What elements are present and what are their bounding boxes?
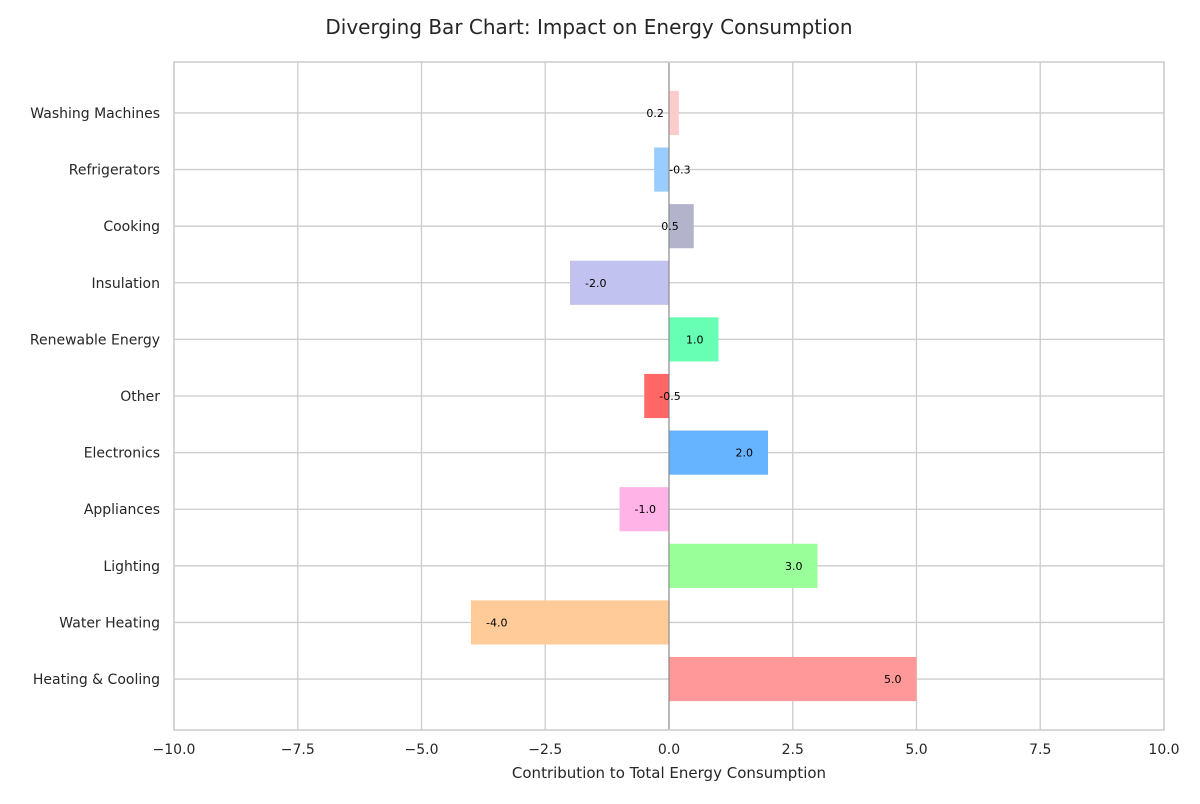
x-axis-label: Contribution to Total Energy Consumption — [512, 764, 826, 782]
bar-value-label: 0.5 — [661, 220, 679, 233]
y-tick-label: Insulation — [92, 276, 160, 292]
x-tick-label: 5.0 — [905, 742, 927, 758]
x-tick-label: −7.5 — [281, 742, 315, 758]
x-tick-label: 10.0 — [1148, 742, 1179, 758]
plot-frame — [173, 61, 1165, 731]
bar-value-label: -1.0 — [635, 503, 656, 516]
x-tick-label: −2.5 — [528, 742, 562, 758]
bar — [471, 600, 669, 645]
y-tick-label: Lighting — [103, 559, 160, 575]
x-tick-labels: −10.0 −7.5 −5.0 −2.5 0.0 2.5 5.0 7.5 10.0 — [153, 742, 1180, 758]
bar-value-label: -0.5 — [659, 390, 680, 403]
bar — [669, 317, 719, 362]
bar — [669, 90, 679, 136]
bar — [654, 147, 669, 192]
y-tick-label: Cooking — [103, 219, 160, 235]
bar-value-label: 1.0 — [686, 333, 704, 346]
y-tick-label: Electronics — [84, 446, 160, 462]
bar — [669, 204, 694, 249]
y-tick-label: Other — [120, 389, 160, 405]
bar-value-label: -0.3 — [669, 164, 690, 177]
y-tick-label: Appliances — [84, 502, 160, 518]
bar — [570, 260, 669, 305]
bar-value-label: 5.0 — [884, 673, 902, 686]
x-tick-label: 0.0 — [658, 742, 680, 758]
y-tick-label: Water Heating — [59, 615, 160, 631]
bars-layer — [471, 90, 917, 702]
y-tick-label: Renewable Energy — [30, 332, 160, 348]
bar-value-label: 3.0 — [785, 560, 803, 573]
chart-title: Diverging Bar Chart: Impact on Energy Co… — [325, 15, 852, 39]
x-tick-label: 2.5 — [782, 742, 804, 758]
y-tick-labels: Heating & Cooling Water Heating Lighting Ap… — [30, 106, 160, 688]
y-tick-label: Washing Machines — [30, 106, 160, 122]
x-tick-label: −10.0 — [153, 742, 196, 758]
bar-value-label: -4.0 — [486, 616, 507, 629]
bar-value-label: 2.0 — [736, 447, 754, 460]
bar-value-label: -2.0 — [585, 277, 606, 290]
x-tick-label: −5.0 — [405, 742, 439, 758]
y-tick-label: Refrigerators — [69, 163, 160, 179]
bar — [669, 543, 818, 588]
bar-value-label: 0.2 — [646, 107, 664, 120]
labels-layer: 5.0 -4.0 3.0 -1.0 2.0 -0.5 1.0 -2.0 0.5 -0.3 0.2 — [486, 107, 902, 686]
bar — [669, 656, 917, 702]
bar — [619, 487, 669, 532]
y-tick-label: Heating & Cooling — [33, 672, 160, 688]
bar — [669, 430, 768, 475]
x-tick-label: 7.5 — [1029, 742, 1051, 758]
bar — [644, 373, 669, 419]
